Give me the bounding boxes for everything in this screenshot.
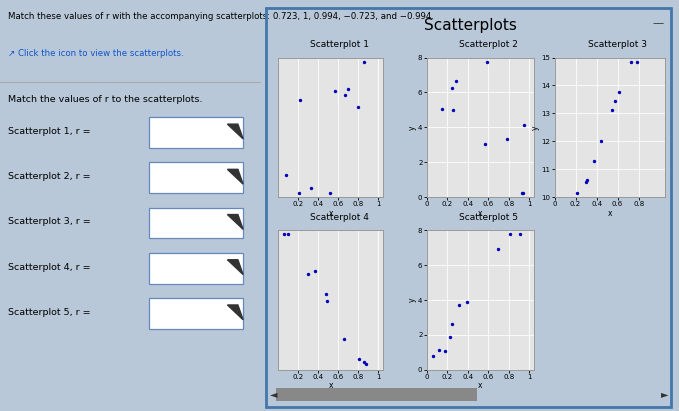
Point [595,138,606,145]
FancyBboxPatch shape [149,162,243,193]
X-axis label: x: x [478,209,483,218]
Point [479,141,490,148]
Polygon shape [227,215,243,229]
Point [437,105,447,112]
Point [631,58,642,65]
X-axis label: x: x [608,209,612,218]
Point [293,190,304,196]
Text: Scatterplot 4: Scatterplot 4 [310,213,369,222]
Point [343,86,354,92]
Text: ►: ► [661,390,668,399]
Point [439,348,450,355]
X-axis label: x: x [478,381,483,390]
Point [454,302,464,308]
Point [610,97,621,104]
Point [461,299,472,306]
Text: Scatterplot 1: Scatterplot 1 [310,40,369,49]
Point [501,136,512,142]
Text: Match the values of r to the scatterplots.: Match the values of r to the scatterplot… [8,95,202,104]
Point [625,58,636,65]
Point [310,268,320,275]
FancyBboxPatch shape [149,253,243,284]
Point [359,359,369,366]
Point [354,356,365,363]
Point [340,91,350,98]
Point [303,271,314,277]
X-axis label: x: x [329,209,333,218]
Text: Scatterplot 3, r =: Scatterplot 3, r = [8,217,90,226]
X-axis label: x: x [329,381,333,390]
Y-axis label: y: y [531,125,540,129]
Point [518,122,529,129]
FancyBboxPatch shape [149,298,243,329]
Text: Scatterplot 2: Scatterplot 2 [459,40,518,49]
Point [481,58,492,65]
Point [282,231,293,238]
Point [505,231,516,238]
Text: ↗ Click the icon to view the scatterplots.: ↗ Click the icon to view the scatterplot… [8,49,183,58]
Polygon shape [227,124,243,139]
Point [434,347,445,353]
Text: Match these values of r with the accompanying scatterplots: 0.723, 1, 0.994, −0.: Match these values of r with the accompa… [8,12,434,21]
Point [353,104,364,111]
Point [295,97,306,104]
Y-axis label: y: y [407,125,417,129]
Point [338,336,349,343]
Point [306,185,316,191]
Point [582,177,593,184]
Point [361,361,371,367]
Point [447,106,458,113]
Point [451,78,462,84]
Point [581,179,592,186]
Point [278,231,289,238]
Point [427,353,438,360]
Point [329,88,340,94]
FancyBboxPatch shape [149,208,243,238]
Polygon shape [227,305,243,320]
Point [447,320,458,327]
Point [515,231,526,238]
Text: Scatterplot 1, r =: Scatterplot 1, r = [8,127,90,136]
Text: Scatterplot 5: Scatterplot 5 [459,213,518,222]
Point [613,88,624,95]
Point [589,158,600,164]
Point [572,190,583,196]
Point [518,190,529,196]
Point [320,291,331,297]
Text: Scatterplots: Scatterplots [424,18,517,33]
Y-axis label: y: y [407,298,417,302]
Text: Scatterplot 3: Scatterplot 3 [587,40,646,49]
FancyBboxPatch shape [276,388,477,401]
Polygon shape [227,260,243,275]
Point [325,190,335,196]
Point [493,246,504,252]
Text: Scatterplot 4, r =: Scatterplot 4, r = [8,263,90,272]
Text: Scatterplot 5, r =: Scatterplot 5, r = [8,308,90,317]
Point [359,58,369,65]
Polygon shape [227,169,243,184]
Point [445,333,456,340]
FancyBboxPatch shape [149,117,243,148]
Text: Scatterplot 2, r =: Scatterplot 2, r = [8,172,90,181]
Text: ◄: ◄ [270,390,278,399]
Text: —: — [653,18,663,28]
Point [517,190,528,196]
Point [606,107,617,114]
Point [447,84,458,91]
Point [280,171,291,178]
Point [322,297,333,304]
